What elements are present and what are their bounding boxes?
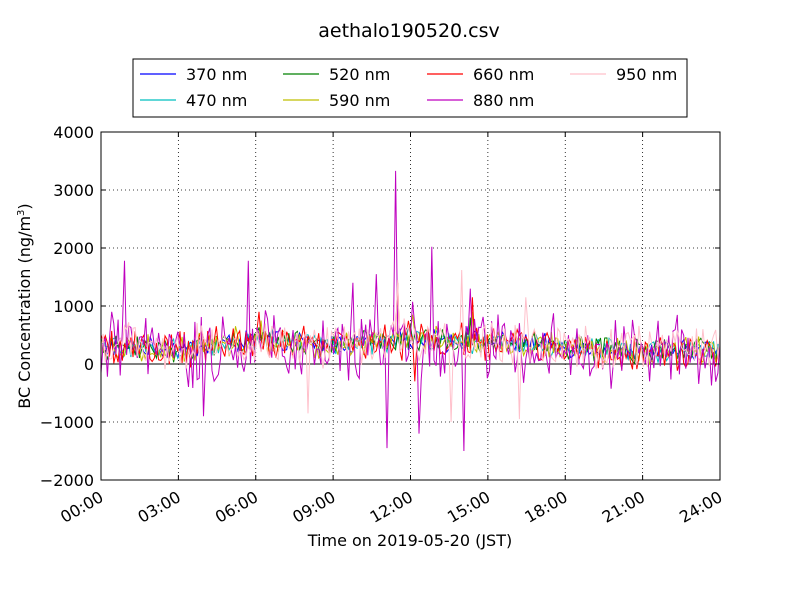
y-axis-tick-labels: 4000 3000 2000 1000 0 −1000 −2000 [40, 123, 94, 490]
x-tick-label: 09:00 [289, 487, 338, 527]
series-line-950-nm [101, 269, 720, 423]
legend-box [132, 58, 688, 118]
x-tick-label: 24:00 [676, 487, 725, 527]
x-tick-label: 03:00 [135, 487, 184, 527]
y-tick-label: 1000 [53, 297, 94, 316]
x-tick-label: 00:00 [57, 487, 106, 527]
legend-entry-label: 370 nm [186, 65, 247, 84]
y-tick-label: 3000 [53, 181, 94, 200]
legend-entry-label: 590 nm [329, 91, 390, 110]
legend-entry-label: 950 nm [616, 65, 677, 84]
legend: 370 nm 470 nm 520 nm 590 nm 660 nm 880 nm 950 … [132, 58, 688, 118]
legend-entry-label: 520 nm [329, 65, 390, 84]
y-axis-label-superscript: 3 [16, 210, 27, 216]
grid-lines [101, 132, 720, 480]
y-tick-label: −2000 [40, 471, 94, 490]
y-axis-label-end: ) [15, 203, 34, 209]
chart-title: aethalo190520.csv [318, 20, 500, 42]
plot-area: 4000 3000 2000 1000 0 −1000 −2000 00:00 03:00 06… [40, 123, 726, 527]
x-tick-label: 06:00 [212, 487, 261, 527]
series-line-880-nm [101, 170, 720, 452]
x-axis-label: Time on 2019-05-20 (JST) [307, 531, 512, 550]
x-tick-label: 18:00 [521, 487, 570, 527]
y-tick-label: 4000 [53, 123, 94, 142]
x-tick-label: 12:00 [367, 487, 416, 527]
y-tick-label: 0 [84, 355, 94, 374]
y-tick-label: −1000 [40, 413, 94, 432]
y-axis-label: BC Concentration (ng/m3) [15, 203, 34, 408]
x-tick-label: 21:00 [599, 487, 648, 527]
x-axis-tick-labels: 00:00 03:00 06:00 09:00 12:00 15:00 18:00 21:00… [57, 487, 725, 527]
series-layer [101, 170, 720, 452]
y-axis-label-main: BC Concentration (ng/m [15, 216, 34, 409]
axis-ticks [100, 131, 721, 481]
legend-entry-label: 880 nm [473, 91, 534, 110]
legend-entry-label: 660 nm [473, 65, 534, 84]
x-tick-label: 15:00 [444, 487, 493, 527]
legend-entry-label: 470 nm [186, 91, 247, 110]
y-tick-label: 2000 [53, 239, 94, 258]
